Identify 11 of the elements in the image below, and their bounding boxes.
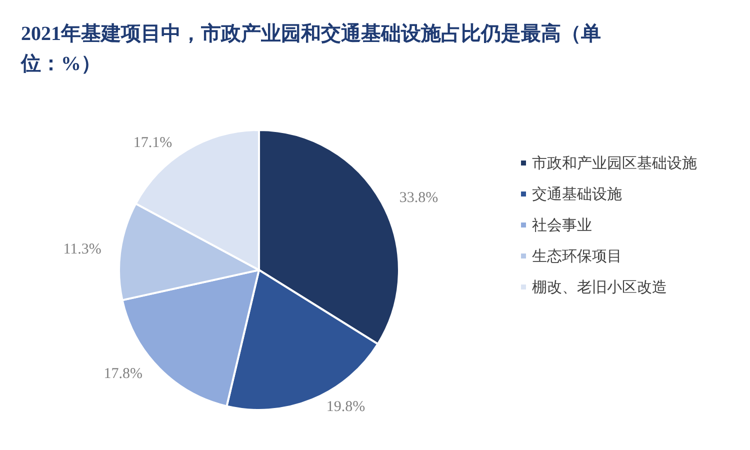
data-label: 17.1% <box>133 134 172 151</box>
data-label: 17.8% <box>104 366 143 382</box>
data-label: 11.3% <box>63 242 102 258</box>
legend-label: 棚改、老旧小区改造 <box>532 278 667 296</box>
legend-label: 社会事业 <box>532 216 592 234</box>
data-label: 33.8% <box>399 190 438 206</box>
legend-label: 生态环保项目 <box>532 247 622 265</box>
legend-label: 市政和产业园区基础设施 <box>532 154 697 172</box>
legend-label: 交通基础设施 <box>532 185 622 203</box>
chart-title: 2021年基建项目中，市政产业园和交通基础设施占比仍是最高（单位：%） <box>20 22 601 75</box>
data-label: 19.8% <box>326 398 366 415</box>
